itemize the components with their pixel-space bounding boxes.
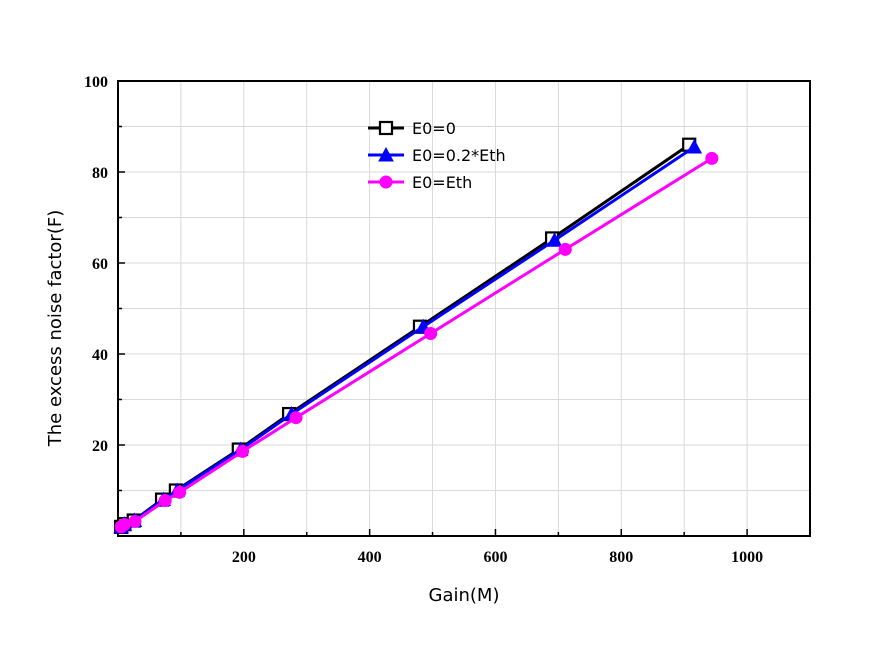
series-line bbox=[120, 145, 696, 529]
series-2 bbox=[113, 138, 703, 534]
legend-marker bbox=[378, 146, 394, 162]
legend-item: E0=0.2*Eth bbox=[368, 146, 506, 165]
series-line bbox=[120, 143, 691, 529]
x-tick-label: 800 bbox=[609, 549, 633, 566]
series-line bbox=[120, 157, 713, 529]
data-point bbox=[289, 411, 303, 425]
data-point bbox=[546, 232, 563, 247]
y-tick-label: 100 bbox=[84, 74, 108, 91]
data-point bbox=[686, 138, 703, 154]
legend-label: E0=Eth bbox=[412, 173, 472, 192]
x-tick-label: 400 bbox=[358, 549, 382, 566]
legend-label: E0=0.2*Eth bbox=[412, 146, 506, 165]
series-3 bbox=[114, 151, 719, 534]
data-point bbox=[705, 151, 719, 165]
legend-item: E0=0 bbox=[368, 119, 456, 138]
y-tick-label: 20 bbox=[92, 438, 108, 455]
axes: 200 400 600 800 1000 20 40 60 80 100 bbox=[84, 74, 811, 566]
data-point bbox=[424, 327, 438, 341]
data-point bbox=[117, 518, 131, 532]
data-point bbox=[173, 485, 187, 499]
y-axis-title: The excess noise factor(F) bbox=[45, 210, 66, 447]
data-point bbox=[558, 242, 572, 256]
x-tick-label: 200 bbox=[232, 549, 256, 566]
legend-marker bbox=[379, 175, 393, 189]
y-tick-label: 60 bbox=[92, 256, 108, 273]
x-tick-label: 1000 bbox=[731, 549, 763, 566]
legend: E0=0 E0=0.2*Eth E0=Eth bbox=[368, 119, 506, 192]
legend-item: E0=Eth bbox=[368, 173, 472, 192]
y-tick-label: 80 bbox=[92, 165, 108, 182]
data-point bbox=[236, 444, 250, 458]
x-tick-label: 600 bbox=[483, 549, 507, 566]
data-point bbox=[158, 494, 172, 508]
y-tick-label: 40 bbox=[92, 347, 108, 364]
legend-label: E0=0 bbox=[412, 119, 456, 138]
data-point bbox=[128, 514, 142, 528]
legend-marker bbox=[378, 120, 394, 136]
series bbox=[113, 137, 719, 535]
x-axis-title: Gain(M) bbox=[429, 585, 500, 606]
